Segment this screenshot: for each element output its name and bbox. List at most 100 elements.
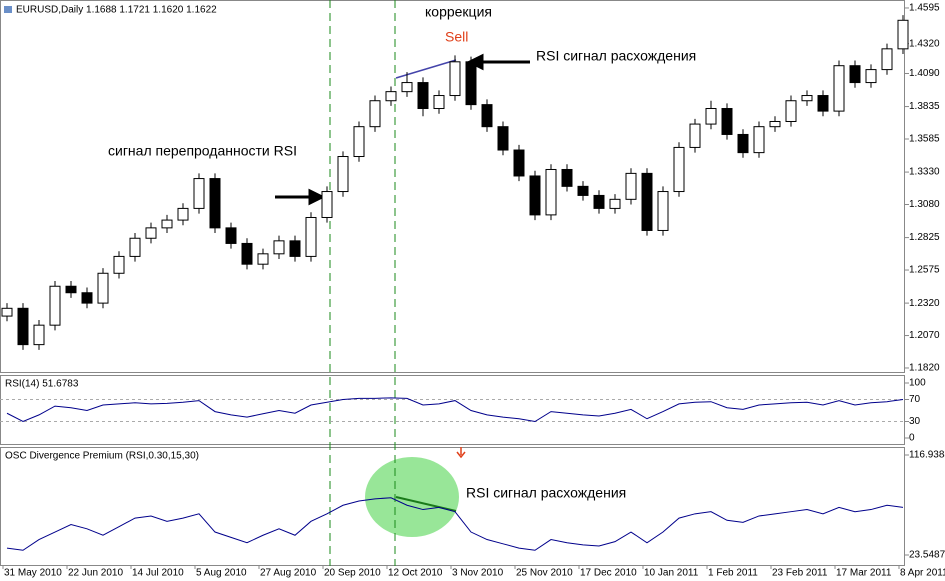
x-tick-label: 31 May 2010 [4,568,62,579]
x-tick-label: 27 Aug 2010 [260,568,317,579]
candle-body [289,240,301,257]
y-tick-label: 1.2825 [909,232,940,243]
annotation: RSI сигнал расхождения [466,485,626,501]
candle-body [689,123,701,148]
y-tick-label: 1.2575 [909,265,940,276]
candle-body [129,237,141,257]
candle-body [897,19,909,50]
candle-body [81,292,93,304]
candle-body [417,82,429,110]
candle-body [561,168,573,187]
y-tick-label: 1.2070 [909,330,940,341]
y-tick-label: 30 [909,416,921,427]
candle-body [33,324,45,346]
candle-body [817,95,829,112]
y-tick-label: 100 [909,378,926,389]
candle-body [785,100,797,122]
x-tick-label: 17 Mar 2011 [836,568,892,579]
x-tick-label: 12 Oct 2010 [388,568,443,579]
candle-body [449,61,461,97]
y-tick-label: 1.4320 [909,38,940,49]
y-tick-label: 23.5487 [909,550,945,561]
candle-body [353,126,365,158]
rsi-panel [0,375,905,445]
y-tick-label: 1.3585 [909,134,940,145]
candle-body [369,100,381,128]
candle-body [145,227,157,239]
panel-title: OSC Divergence Premium (RSI,0.30,15,30) [5,451,199,462]
y-tick-label: 70 [909,394,921,405]
candle-body [305,216,317,257]
candle-body [593,194,605,209]
candle-body [17,307,29,346]
candle-body [529,175,541,216]
candle-body [801,95,813,102]
x-tick-label: 3 Nov 2010 [452,568,504,579]
candle-body [481,104,493,128]
x-tick-label: 23 Feb 2011 [772,568,828,579]
candle-body [241,242,253,265]
x-tick-label: 22 Jun 2010 [68,568,123,579]
candle-body [849,65,861,84]
divergence-trendline [395,496,457,512]
x-tick-label: 10 Jan 2011 [644,568,699,579]
y-tick-label: 1.3080 [909,199,940,210]
x-tick-label: 5 Aug 2010 [196,568,247,579]
candle-body [673,146,685,193]
x-tick-label: 8 Apr 2011 [900,568,945,579]
sell-arrow [456,447,466,459]
candle-body [833,65,845,112]
candle-body [321,191,333,218]
annotation: Sell [445,29,468,45]
y-tick-label: 1.4595 [909,3,940,14]
candle-body [625,172,637,200]
candle-body [433,95,445,110]
candle-body [881,48,893,71]
candle-body [209,178,221,229]
arrow [275,188,326,206]
y-tick-label: 1.1820 [909,363,940,374]
indicator-line [6,497,904,551]
y-tick-label: 1.3330 [909,167,940,178]
candle-body [609,198,621,209]
candle-body [337,156,349,193]
divergence-highlight [365,457,459,537]
candle-body [721,108,733,135]
candle-body [545,168,557,216]
candle-body [177,207,189,221]
candle-body [577,185,589,196]
candle-body [753,126,765,154]
candle-body [865,69,877,84]
panel-title: EURUSD,Daily 1.1688 1.1721 1.1620 1.1622 [16,5,217,16]
x-tick-label: 25 Nov 2010 [516,568,573,579]
y-tick-label: 1.3835 [909,101,940,112]
candle-body [641,172,653,231]
annotation: сигнал перепроданности RSI [108,143,297,159]
candle-body [273,240,285,255]
candle-body [257,253,269,265]
candle-body [657,191,669,231]
candle-body [161,219,173,229]
candle-body [497,126,509,151]
candle-body [769,120,781,128]
candle-body [225,227,237,244]
candle-body [401,82,413,93]
candle-body [737,133,749,154]
candle-body [1,307,13,317]
candle-body [465,61,477,106]
x-tick-label: 17 Dec 2010 [580,568,637,579]
candle-body [385,91,397,102]
indicator-line [6,397,904,423]
x-tick-label: 20 Sep 2010 [324,568,381,579]
annotation: RSI сигнал расхождения [536,48,696,64]
main-panel [0,0,905,373]
x-tick-label: 14 Jul 2010 [132,568,184,579]
candle-body [513,149,525,177]
x-tick-label: 1 Feb 2011 [708,568,758,579]
candle-body [193,178,205,209]
candle-body [49,285,61,326]
candle-body [65,285,77,294]
annotation: коррекция [425,4,492,20]
symbol-icon [4,6,12,13]
